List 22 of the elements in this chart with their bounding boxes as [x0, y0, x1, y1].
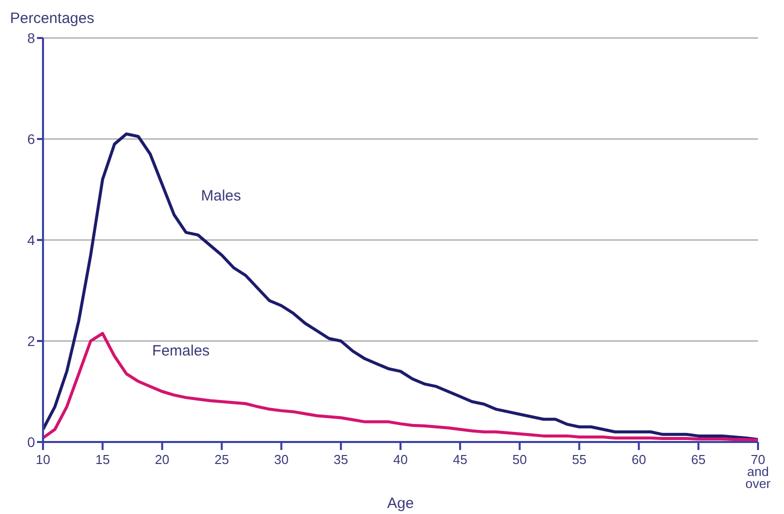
x-tick-label: 50	[512, 452, 527, 467]
x-tick-label: 35	[334, 452, 348, 467]
x-tick-label: 65	[691, 452, 706, 467]
y-tick-label: 6	[27, 130, 36, 147]
x-axis-title: Age	[387, 495, 414, 512]
x-tick-label: 30	[274, 452, 289, 467]
x-tick-label: 70 and over	[745, 452, 772, 491]
x-tick-label: 10	[36, 452, 50, 467]
y-axis-title: Percentages	[10, 10, 94, 27]
x-tick-label: 20	[154, 452, 170, 467]
x-tick-label: 55	[572, 452, 586, 467]
x-tick-label: 45	[452, 452, 468, 467]
x-tick-label: 60	[632, 452, 646, 467]
series-label: Males	[201, 187, 242, 204]
x-tick-label: 40	[393, 452, 408, 467]
x-tick-label: 25	[214, 452, 229, 467]
y-tick-label: 4	[27, 232, 36, 248]
x-tick-label: 15	[95, 452, 110, 467]
y-tick-label: 8	[27, 30, 36, 46]
y-tick-label: 2	[27, 332, 36, 349]
series-label: Females	[152, 342, 210, 360]
y-tick-label: 0	[27, 434, 36, 450]
